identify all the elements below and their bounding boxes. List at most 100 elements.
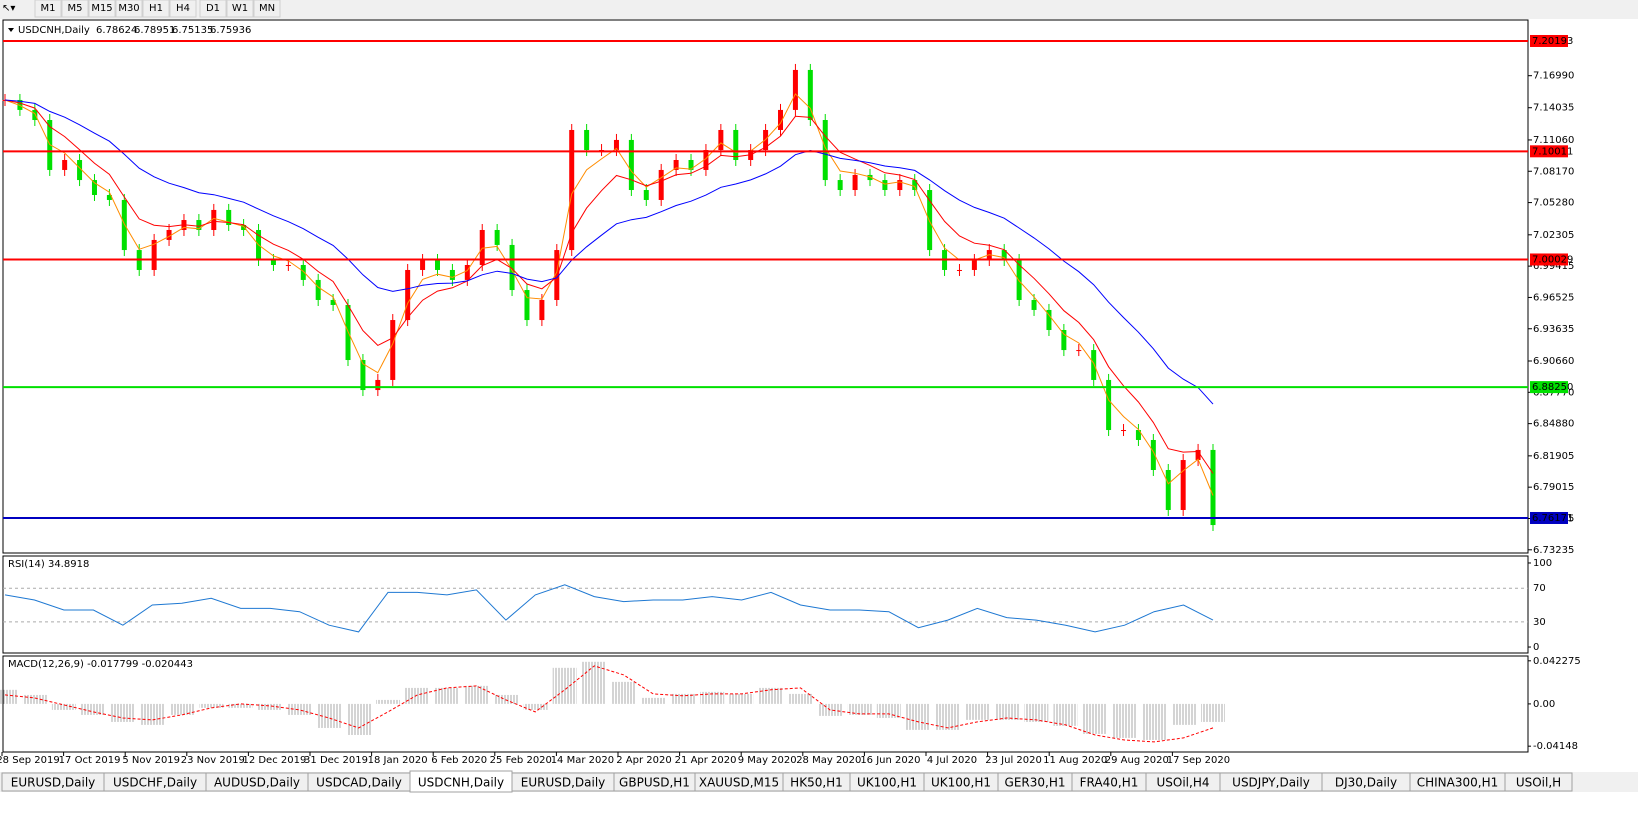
tab[interactable]: AUDUSD,Daily [205, 772, 309, 792]
rsi-tick-label: 0 [1533, 642, 1539, 653]
x-tick-label: 29 Aug 2020 [1105, 755, 1169, 766]
timeframe-button-bg [226, 0, 254, 18]
candle-body [956, 269, 962, 271]
timeframe-button[interactable]: H1 [142, 0, 170, 18]
tab[interactable]: USOil,H4 [1145, 772, 1221, 792]
candle-body [539, 299, 545, 321]
candle-body [688, 159, 694, 170]
tab[interactable]: FRA40,H1 [1071, 772, 1147, 792]
macd-bar [788, 693, 813, 704]
macd-bar [1053, 703, 1078, 726]
y-tick-label: 7.11060 [1533, 135, 1574, 146]
x-tick-label: 6 Feb 2020 [431, 755, 487, 766]
tab[interactable]: UK100,H1 [923, 772, 999, 792]
rsi-title: RSI(14) 34.8918 [8, 559, 89, 570]
rsi-tick-label: 30 [1533, 617, 1546, 628]
macd-bar [0, 689, 17, 704]
tab-label: USOil,H [1516, 776, 1561, 790]
tab[interactable]: USOil,H [1504, 772, 1573, 792]
level-label: 6.88250 [1532, 382, 1573, 393]
candle-body [852, 174, 858, 191]
y-tick-label: 6.79015 [1533, 482, 1574, 493]
x-tick-label: 4 Jul 2020 [927, 755, 977, 766]
tab[interactable]: HK50,H1 [782, 772, 851, 792]
candle-body [1135, 430, 1141, 440]
timeframe-button[interactable]: W1 [226, 0, 254, 18]
timeframe-button[interactable]: H4 [169, 0, 197, 18]
tab[interactable]: EURUSD,Daily [1, 772, 105, 792]
candle-body [285, 264, 291, 266]
x-tick-label: 23 Jul 2020 [985, 755, 1042, 766]
candle-body [449, 269, 455, 280]
timeframe-button-bg [61, 0, 89, 18]
candle-body [613, 139, 619, 151]
timeframe-button[interactable]: D1 [199, 0, 227, 18]
candle-body [569, 129, 575, 251]
timeframe-label: MN [259, 3, 275, 14]
tab[interactable]: CHINA300,H1 [1409, 772, 1506, 792]
level-label: 6.76171 [1532, 513, 1573, 524]
candle-body [151, 239, 157, 270]
tab[interactable]: EURUSD,Daily [511, 772, 615, 792]
candle-body [211, 209, 217, 230]
timeframe-button-bg [142, 0, 170, 18]
candle-body [330, 299, 336, 305]
y-tick-label: 6.73235 [1533, 545, 1574, 556]
macd-bar [670, 693, 695, 704]
tab[interactable]: USDJPY,Daily [1219, 772, 1323, 792]
tab-label: USOil,H4 [1157, 776, 1210, 790]
tab[interactable]: USDCNH,Daily [409, 770, 513, 793]
macd-bar [287, 703, 312, 715]
tab-label: USDCHF,Daily [113, 776, 197, 790]
quote-value: 6.75936 [210, 25, 251, 36]
tab-label: USDJPY,Daily [1232, 776, 1310, 790]
macd-tick-label: 0.00 [1533, 699, 1555, 710]
y-tick-label: 6.96525 [1533, 292, 1574, 303]
candle-body [434, 260, 440, 270]
tab-label: DJ30,Daily [1335, 776, 1397, 790]
timeframe-button[interactable]: M1 [34, 0, 62, 18]
timeframe-button-bg [88, 0, 116, 18]
candle-body [106, 194, 112, 200]
timeframe-button[interactable]: MN [253, 0, 281, 18]
candle-body [718, 129, 724, 151]
tab[interactable]: GBPUSD,H1 [613, 772, 696, 792]
macd-bar [552, 667, 577, 704]
tab-bg [1504, 772, 1573, 792]
candle-body [792, 69, 798, 110]
candle-body [897, 180, 903, 191]
timeframe-button[interactable]: M30 [115, 0, 143, 18]
candle-body [882, 180, 888, 191]
timeframe-button[interactable]: M5 [61, 0, 89, 18]
candle-body [315, 279, 321, 300]
candle-body [912, 180, 918, 191]
candle-body [494, 229, 500, 245]
x-tick-label: 9 May 2020 [738, 755, 797, 766]
tab[interactable]: USDCAD,Daily [307, 772, 411, 792]
timeframe-button[interactable]: M15 [88, 0, 116, 18]
tab[interactable]: GER30,H1 [997, 772, 1073, 792]
timeframe-label: W1 [232, 3, 248, 14]
y-tick-label: 7.08170 [1533, 166, 1574, 177]
timeframe-label: H1 [149, 3, 163, 14]
tab[interactable]: UK100,H1 [849, 772, 925, 792]
level-label-bg [1530, 381, 1568, 394]
macd-tick-label: -0.04148 [1533, 741, 1578, 752]
x-tick-label: 18 Jan 2020 [368, 755, 428, 766]
candle-body [166, 229, 172, 240]
cursor-icon: ↖▾ [2, 3, 15, 14]
y-tick-label: 7.14035 [1533, 103, 1574, 114]
tab[interactable]: XAUUSD,M15 [694, 772, 784, 792]
candle-body [479, 229, 485, 265]
candle-body [822, 120, 828, 181]
tab-label: UK100,H1 [931, 776, 991, 790]
candle-body [971, 260, 977, 270]
toolbar [0, 0, 1638, 19]
candle-body [1195, 449, 1201, 461]
x-tick-label: 31 Dec 2019 [304, 755, 368, 766]
tab[interactable]: USDCHF,Daily [103, 772, 207, 792]
tab[interactable]: DJ30,Daily [1321, 772, 1411, 792]
candle-body [62, 159, 68, 170]
candle-body [1106, 379, 1112, 431]
macd-bar [523, 703, 548, 710]
